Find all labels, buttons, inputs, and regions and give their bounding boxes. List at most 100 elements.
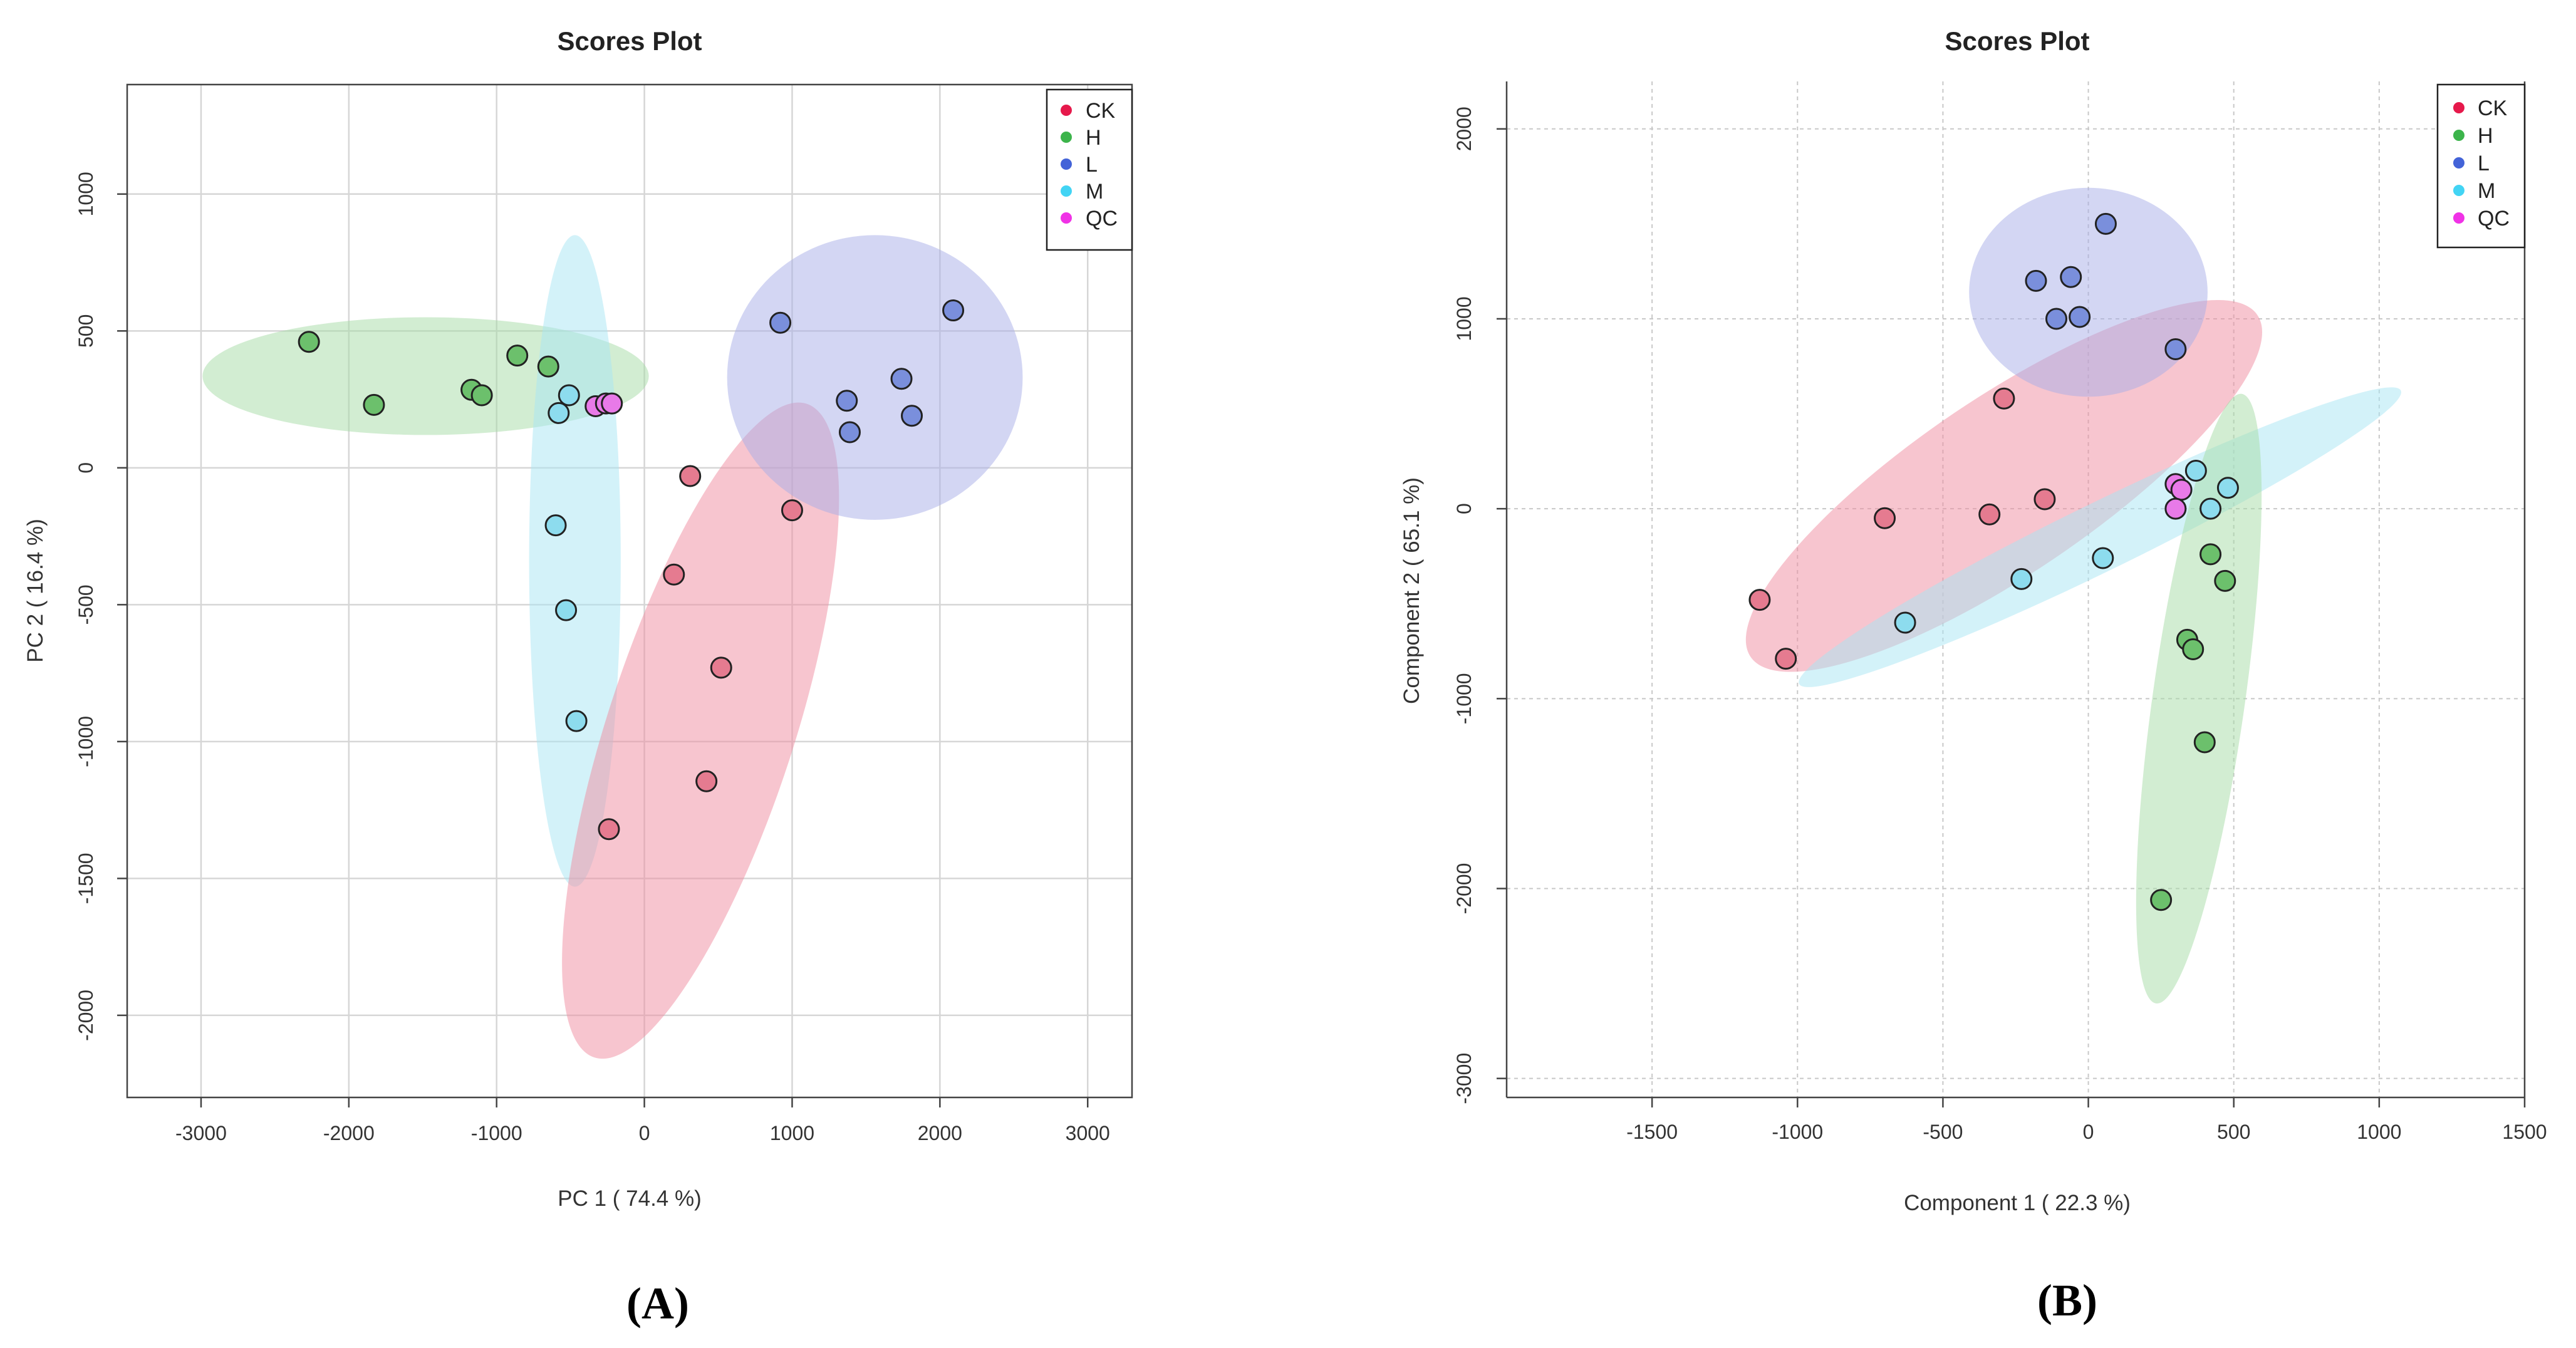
data-point-m: [2092, 547, 2114, 569]
panel-a-y-ticks: -2000 -1500 -1000 -500 0 500 1000: [75, 172, 127, 1041]
legend-marker-ck: [2453, 102, 2464, 113]
data-point-ck: [1874, 507, 1896, 529]
data-point-h: [2182, 638, 2205, 661]
x-tick-label: 1000: [2357, 1121, 2401, 1143]
panel-a-points: [298, 299, 965, 841]
legend-marker-m: [2453, 185, 2464, 196]
data-point-ck: [1775, 648, 1797, 670]
legend-marker-h: [2453, 130, 2464, 141]
data-point-l: [2025, 269, 2047, 292]
confidence-ellipse-ck: [562, 402, 839, 1059]
data-point-l: [769, 311, 792, 334]
data-point-m: [558, 384, 580, 407]
data-point-m: [2010, 568, 2033, 590]
x-tick-label: 3000: [1066, 1122, 1110, 1144]
data-point-ck: [598, 818, 620, 841]
data-point-m: [2184, 460, 2207, 482]
panel-b-ellipses: [1745, 187, 2401, 1004]
legend-marker-m: [1061, 185, 1072, 197]
x-tick-label: 0: [2083, 1121, 2094, 1143]
data-point-m: [555, 599, 578, 621]
y-tick-label: -1000: [75, 716, 97, 767]
y-tick-label: -500: [75, 584, 97, 625]
legend-marker-l: [2453, 157, 2464, 168]
data-point-h: [298, 331, 320, 353]
legend-label-h: H: [2478, 124, 2493, 148]
panel-b-label: (B): [2037, 1275, 2097, 1325]
data-point-l: [2045, 308, 2067, 330]
data-point-ck: [781, 499, 803, 522]
x-tick-label: 2000: [918, 1122, 962, 1144]
panel-b-x-ticks: -1500 -1000 -500 0 500 1000 1500: [1626, 1097, 2547, 1143]
legend-label-qc: QC: [1086, 207, 1118, 231]
panel-b: Scores Plot -1500 -1000 -500 0 500 1000 1500 -…: [1400, 26, 2547, 1325]
confidence-ellipse-l: [727, 235, 1023, 520]
data-point-h: [537, 355, 559, 378]
data-point-qc: [2164, 497, 2187, 520]
x-tick-label: 0: [639, 1122, 650, 1144]
panel-b-y-ticks: -3000 -2000 -1000 0 1000 2000: [1453, 106, 1507, 1104]
data-point-l: [890, 368, 913, 390]
x-tick-label: -1000: [1772, 1121, 1823, 1143]
panel-a-label: (A): [626, 1278, 689, 1329]
legend-label-m: M: [2478, 179, 2495, 203]
legend-marker-qc: [2453, 212, 2464, 224]
panel-b-legend: CK HLM QC: [2436, 83, 2526, 249]
y-tick-label: -3000: [1453, 1053, 1475, 1104]
data-point-h: [506, 345, 529, 367]
x-tick-label: -1000: [471, 1122, 522, 1144]
data-point-l: [2164, 338, 2187, 360]
data-point-h: [363, 393, 385, 416]
data-point-m: [544, 514, 567, 537]
data-point-m: [565, 710, 588, 732]
legend-marker-ck: [1061, 105, 1072, 116]
data-point-l: [838, 421, 861, 443]
legend-label-h: H: [1086, 126, 1101, 150]
panel-a-legend: CK HLM QC: [1046, 88, 1133, 251]
data-point-l: [2069, 306, 2091, 328]
legend-marker-qc: [1061, 212, 1072, 224]
data-point-qc: [2170, 479, 2193, 501]
data-point-qc: [601, 392, 623, 415]
data-point-ck: [679, 465, 702, 487]
confidence-ellipse-ck: [1745, 299, 2263, 672]
panel-a-y-axis-label: PC 2 ( 16.4 %): [23, 519, 48, 663]
panel-a-legend-box: [1046, 88, 1133, 251]
y-tick-label: 2000: [1453, 106, 1475, 151]
data-point-h: [2214, 569, 2236, 592]
legend-label-ck: CK: [2478, 96, 2508, 120]
y-tick-label: 1000: [75, 172, 97, 216]
x-tick-label: 1000: [770, 1122, 814, 1144]
panel-b-points: [1748, 212, 2239, 911]
legend-label-qc: QC: [2478, 207, 2510, 231]
data-point-m: [1894, 611, 1916, 634]
data-point-ck: [695, 770, 718, 792]
data-point-l: [836, 390, 858, 412]
y-tick-label: -1500: [75, 853, 97, 904]
legend-label-m: M: [1086, 180, 1103, 204]
panel-b-title: Scores Plot: [1945, 26, 2089, 56]
x-tick-label: 500: [2217, 1121, 2250, 1143]
x-tick-label: -1500: [1626, 1121, 1678, 1143]
data-point-ck: [1748, 589, 1771, 611]
confidence-ellipse-h: [2136, 393, 2262, 1004]
x-tick-label: 1500: [2502, 1121, 2547, 1143]
panel-a-plot-frame: [126, 83, 1133, 1099]
legend-marker-l: [1061, 158, 1072, 170]
data-point-l: [942, 299, 965, 322]
panel-a-title: Scores Plot: [557, 26, 702, 56]
legend-label-ck: CK: [1086, 99, 1116, 123]
y-tick-label: 0: [1453, 503, 1475, 514]
data-point-h: [470, 384, 493, 407]
y-tick-label: -2000: [1453, 863, 1475, 915]
data-point-ck: [1978, 503, 2001, 526]
y-tick-label: -2000: [75, 990, 97, 1041]
data-point-ck: [2033, 488, 2056, 511]
y-tick-label: 0: [75, 462, 97, 474]
panel-a-ellipses: [202, 235, 1023, 1059]
x-tick-label: -3000: [175, 1122, 227, 1144]
legend-label-l: L: [1086, 153, 1098, 177]
data-point-h: [2150, 889, 2173, 911]
panel-a-x-ticks: -3000 -2000 -1000 0 1000 2000 3000: [175, 1097, 1110, 1144]
